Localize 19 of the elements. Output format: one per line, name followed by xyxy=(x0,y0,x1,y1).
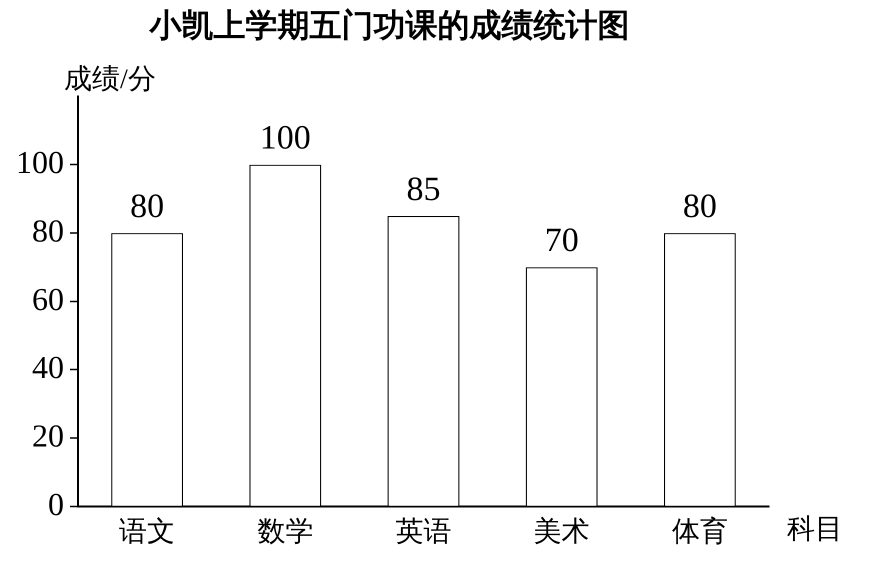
data-label: 70 xyxy=(544,222,579,260)
y-tick-label: 100 xyxy=(16,144,64,180)
data-label: 85 xyxy=(406,170,440,208)
y-axis-title: 成绩/分 xyxy=(64,64,156,95)
data-label: 80 xyxy=(130,188,164,225)
y-tick-label: 80 xyxy=(32,212,64,248)
chart-title: 小凯上学期五门功课的成绩统计图 xyxy=(148,7,630,44)
x-tick-label: 美术 xyxy=(534,516,590,548)
x-tick-label: 英语 xyxy=(396,516,452,548)
data-label: 80 xyxy=(682,188,717,225)
data-label: 100 xyxy=(260,120,311,157)
y-tick-label: 0 xyxy=(48,486,64,522)
y-tick-label: 20 xyxy=(32,417,64,454)
y-tick-label: 60 xyxy=(32,280,64,317)
x-tick-label: 语文 xyxy=(119,516,176,548)
y-tick-label: 40 xyxy=(32,349,64,386)
x-tick-label: 体育 xyxy=(672,516,728,548)
x-axis-title: 科目 xyxy=(787,514,843,545)
x-tick-label: 数学 xyxy=(257,516,314,548)
